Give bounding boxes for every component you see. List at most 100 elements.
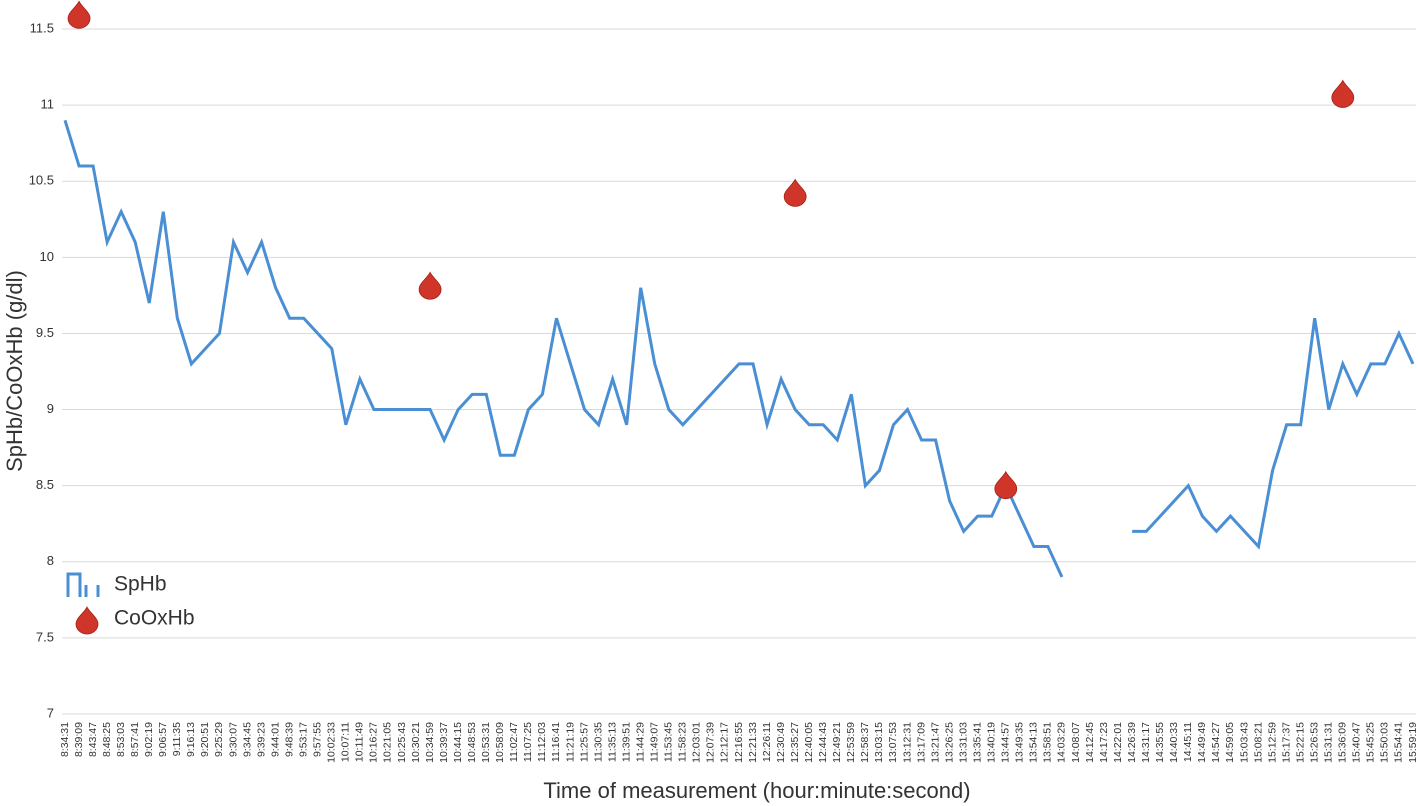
x-tick-label: 15:08:21 xyxy=(1252,722,1264,763)
x-tick-label: 8:39:09 xyxy=(73,722,85,757)
y-tick-label: 8.5 xyxy=(36,477,54,492)
x-tick-label: 9:30:07 xyxy=(227,722,239,757)
x-tick-label: 12:58:37 xyxy=(859,722,871,763)
coox-marker xyxy=(1331,79,1355,108)
x-tick-label: 12:44:43 xyxy=(817,722,829,763)
x-tick-label: 13:54:13 xyxy=(1028,722,1040,763)
x-tick-label: 11:44:29 xyxy=(634,722,646,762)
x-tick-label: 9:02:19 xyxy=(143,722,155,757)
y-axis-label: SpHb/CoOxHb (g/dl) xyxy=(2,270,27,472)
y-tick-label: 9.5 xyxy=(36,325,54,340)
x-tick-label: 9:53:17 xyxy=(297,722,309,757)
x-tick-label: 14:26:39 xyxy=(1126,722,1138,763)
x-tick-label: 13:17:09 xyxy=(915,722,927,763)
x-tick-label: 12:35:27 xyxy=(789,722,801,763)
x-tick-label: 15:36:09 xyxy=(1337,722,1349,763)
x-axis-label: Time of measurement (hour:minute:second) xyxy=(543,778,970,803)
legend-label: CoOxHb xyxy=(114,607,195,630)
x-tick-label: 15:45:25 xyxy=(1365,722,1377,763)
y-tick-label: 7.5 xyxy=(36,629,54,644)
x-tick-label: 12:07:39 xyxy=(705,722,717,763)
x-tick-label: 15:59:19 xyxy=(1407,722,1418,763)
x-tick-label: 13:21:47 xyxy=(929,722,941,763)
x-tick-label: 10:02:33 xyxy=(326,722,338,763)
sphb-line xyxy=(63,119,1415,578)
coox-marker xyxy=(67,0,91,29)
x-tick-label: 10:58:09 xyxy=(494,722,506,763)
x-tick-label: 12:49:21 xyxy=(831,722,843,763)
x-tick-label: 10:30:21 xyxy=(410,722,422,763)
x-tick-label: 9:48:39 xyxy=(283,722,295,757)
x-tick-label: 15:31:31 xyxy=(1323,722,1335,763)
x-tick-label: 8:57:41 xyxy=(129,722,141,757)
x-tick-label: 9:39:23 xyxy=(255,722,267,757)
x-tick-label: 11:12:03 xyxy=(536,722,548,762)
x-tick-label: 15:54:41 xyxy=(1393,722,1405,763)
x-tick-label: 13:26:25 xyxy=(943,722,955,763)
x-tick-label: 14:22:01 xyxy=(1112,722,1124,763)
x-tick-label: 14:03:29 xyxy=(1056,722,1068,763)
x-tick-label: 14:40:33 xyxy=(1168,722,1180,763)
x-tick-label: 12:30:49 xyxy=(775,722,787,763)
x-tick-label: 9:44:01 xyxy=(269,722,281,757)
x-tick-label: 10:44:15 xyxy=(452,722,464,763)
x-tick-label: 9:16:13 xyxy=(185,722,197,757)
x-tick-label: 14:12:45 xyxy=(1084,722,1096,763)
x-tick-label: 10:11:49 xyxy=(354,722,366,762)
x-tick-label: 10:07:11 xyxy=(340,722,352,762)
x-tick-label: 12:26:11 xyxy=(761,722,773,762)
x-tick-label: 9:57:55 xyxy=(312,722,324,757)
x-tick-label: 12:21:33 xyxy=(747,722,759,763)
x-tick-label: 10:25:43 xyxy=(396,722,408,763)
x-tick-label: 12:40:05 xyxy=(803,722,815,763)
x-tick-label: 11:53:45 xyxy=(663,722,675,762)
y-tick-label: 10.5 xyxy=(29,173,54,188)
x-tick-label: 9:25:29 xyxy=(213,722,225,757)
x-tick-label: 14:17:23 xyxy=(1098,722,1110,763)
x-tick-label: 14:49:49 xyxy=(1196,722,1208,763)
x-tick-label: 10:48:53 xyxy=(466,722,478,763)
legend-label: SpHb xyxy=(114,573,167,596)
y-tick-label: 8 xyxy=(47,553,54,568)
legend-drop xyxy=(75,606,99,635)
x-tick-label: 11:21:19 xyxy=(564,722,576,762)
x-tick-label: 13:12:31 xyxy=(901,722,913,763)
y-tick-label: 11.5 xyxy=(30,20,54,35)
coox-marker xyxy=(418,271,442,300)
x-tick-label: 13:49:35 xyxy=(1014,722,1026,763)
x-tick-label: 11:39:51 xyxy=(620,722,632,762)
x-tick-label: 13:31:03 xyxy=(957,722,969,763)
x-tick-label: 9:34:45 xyxy=(241,722,253,757)
x-tick-label: 15:26:53 xyxy=(1308,722,1320,763)
x-tick-label: 14:45:11 xyxy=(1182,722,1194,762)
x-tick-label: 11:07:25 xyxy=(522,722,534,762)
x-tick-label: 14:35:55 xyxy=(1154,722,1166,763)
x-tick-label: 14:31:17 xyxy=(1140,722,1152,763)
x-tick-label: 11:58:23 xyxy=(677,722,689,762)
x-tick-label: 11:30:35 xyxy=(592,722,604,762)
x-tick-label: 15:03:43 xyxy=(1238,722,1250,763)
x-tick-label: 9:20:51 xyxy=(199,722,211,757)
x-tick-label: 8:53:03 xyxy=(115,722,127,757)
x-tick-label: 15:50:03 xyxy=(1379,722,1391,763)
x-tick-label: 13:44:57 xyxy=(1000,722,1012,763)
x-tick-label: 13:07:53 xyxy=(887,722,899,763)
x-tick-label: 14:59:05 xyxy=(1224,722,1236,763)
coox-marker xyxy=(994,470,1018,499)
x-tick-label: 13:58:51 xyxy=(1042,722,1054,763)
x-tick-label: 11:25:57 xyxy=(578,722,590,762)
x-tick-label: 10:39:37 xyxy=(438,722,450,763)
x-tick-label: 12:12:17 xyxy=(719,722,731,763)
x-tick-label: 13:40:19 xyxy=(986,722,998,763)
x-tick-label: 9:11:35 xyxy=(171,722,183,756)
x-tick-label: 10:21:05 xyxy=(382,722,394,763)
y-tick-label: 7 xyxy=(47,705,54,720)
coox-marker xyxy=(783,178,807,207)
y-tick-label: 10 xyxy=(40,249,54,264)
x-tick-label: 8:34:31 xyxy=(59,722,71,757)
x-tick-label: 11:16:41 xyxy=(550,722,562,762)
x-tick-label: 11:02:47 xyxy=(508,722,520,762)
x-tick-label: 15:17:37 xyxy=(1280,722,1292,763)
x-tick-label: 15:22:15 xyxy=(1294,722,1306,763)
